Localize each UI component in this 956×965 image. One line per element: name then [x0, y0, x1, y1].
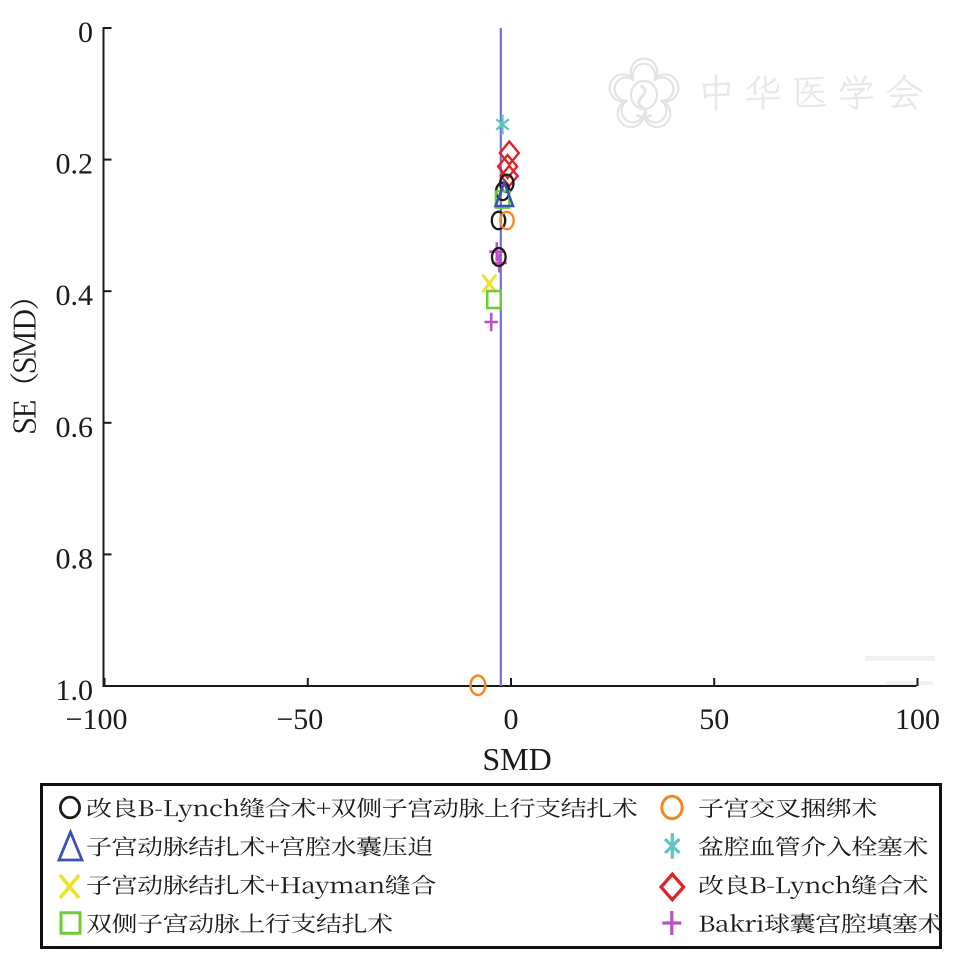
- svg-text:−100: −100: [66, 703, 128, 736]
- svg-text:0.2: 0.2: [56, 148, 94, 181]
- svg-text:50: 50: [699, 703, 729, 736]
- svg-text:0: 0: [504, 703, 519, 736]
- svg-text:−50: −50: [276, 703, 323, 736]
- svg-text:SMD: SMD: [482, 741, 551, 777]
- svg-text:0.4: 0.4: [56, 279, 94, 312]
- svg-text:0: 0: [78, 16, 93, 49]
- svg-text:100: 100: [895, 703, 940, 736]
- svg-text:1.0: 1.0: [56, 674, 94, 707]
- svg-text:0.6: 0.6: [56, 411, 94, 444]
- svg-text:0.8: 0.8: [56, 542, 94, 575]
